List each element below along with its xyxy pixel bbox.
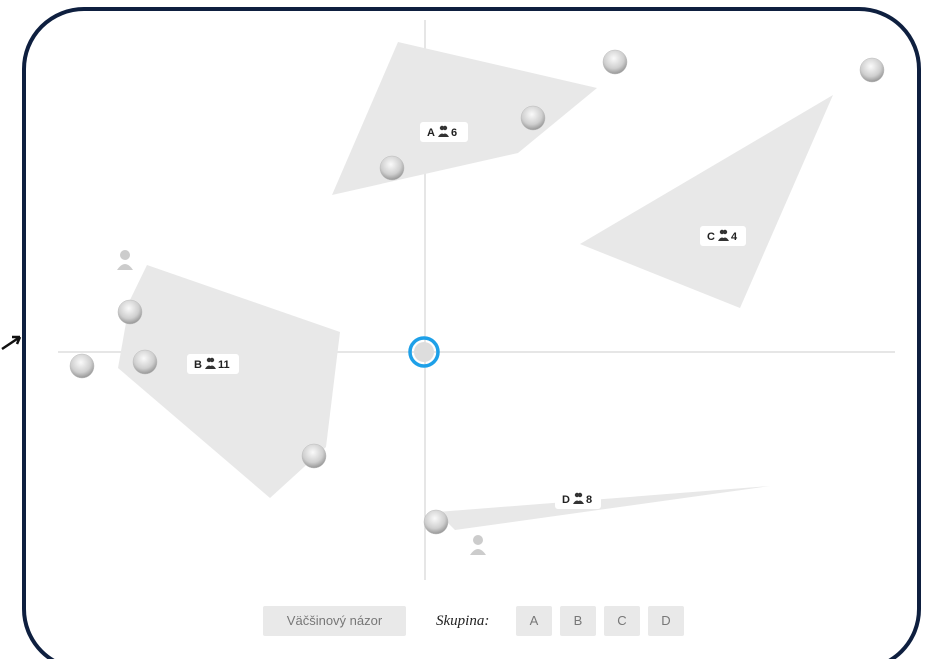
- participants: [69, 49, 885, 535]
- group-hulls: [118, 42, 833, 530]
- self-ring: [408, 336, 440, 368]
- hull-d: [437, 486, 770, 530]
- participant-avatar: [379, 155, 405, 181]
- participant-avatar: [423, 509, 449, 535]
- group-label-box: [700, 226, 746, 246]
- group-button[interactable]: B: [560, 606, 596, 636]
- people-icon: [577, 492, 583, 498]
- person-icons: [117, 250, 486, 555]
- group-button[interactable]: D: [648, 606, 684, 636]
- arrow: [1, 335, 22, 351]
- group-count: 6: [451, 127, 457, 139]
- hull-b: [118, 265, 340, 498]
- group-letter: A: [427, 127, 435, 139]
- group-letter: C: [707, 231, 715, 243]
- group-label-box: [420, 122, 468, 142]
- group-button[interactable]: C: [604, 606, 640, 636]
- frame: [22, 7, 921, 659]
- people-icon: [438, 133, 449, 137]
- group-count: 11: [218, 359, 230, 371]
- people-icon: [205, 365, 216, 369]
- hull-c: [580, 95, 833, 308]
- group-label-box: [555, 489, 601, 509]
- participant-avatar: [69, 353, 95, 379]
- group-label: Skupina:: [436, 613, 490, 629]
- people-icon: [573, 500, 584, 504]
- participant-avatar: [301, 443, 327, 469]
- people-icon: [718, 237, 729, 241]
- group-label-box: [187, 354, 239, 374]
- self-avatar: [414, 342, 434, 362]
- group-button[interactable]: A: [516, 606, 552, 636]
- participant-avatar: [117, 299, 143, 325]
- participant-avatar: [602, 49, 628, 75]
- group-letter: B: [194, 359, 202, 371]
- participant-avatar: [520, 105, 546, 131]
- group-count: 4: [731, 231, 738, 243]
- group-count: 8: [586, 494, 592, 506]
- people-icon: [209, 357, 215, 363]
- hull-a: [332, 42, 597, 195]
- participant-avatar: [132, 349, 158, 375]
- group-labels: A 6 B 11 C 4 D 8: [187, 122, 746, 509]
- people-icon: [722, 229, 728, 235]
- majority-button[interactable]: Väčšinový názor: [263, 606, 406, 636]
- group-letter: D: [562, 494, 570, 506]
- participant-avatar: [859, 57, 885, 83]
- people-icon: [442, 125, 448, 131]
